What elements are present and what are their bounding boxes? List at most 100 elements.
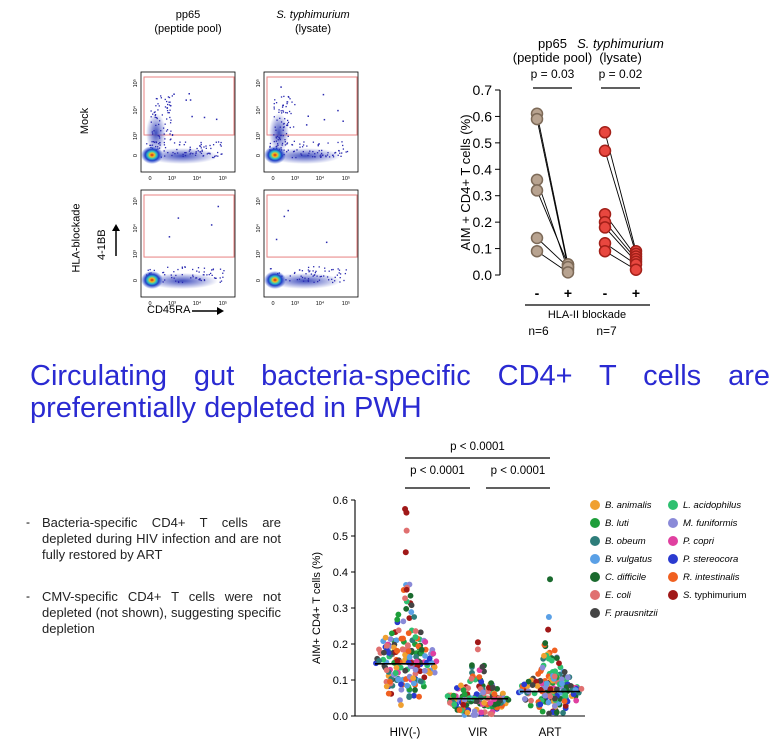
- flow-event: [320, 275, 323, 278]
- dot-point: [376, 657, 382, 664]
- flow-event: [309, 270, 311, 272]
- dot-point: [490, 684, 496, 691]
- dot-y-tick: 0.0: [333, 711, 348, 723]
- flow-event: [153, 130, 155, 132]
- flow-event: [339, 273, 342, 275]
- flow-event: [167, 112, 169, 114]
- flow-event: [164, 138, 166, 140]
- flow-event: [283, 95, 285, 98]
- dot-point: [521, 681, 528, 688]
- flow-plot-mock-pp65: 10⁵ 10⁴ 10³ 0 0 10³ 10⁴ 10⁵: [132, 71, 236, 182]
- flow-event: [209, 153, 211, 155]
- flow-event: [290, 112, 292, 115]
- flow-event: [192, 268, 194, 271]
- flow-y-tick: 10³: [256, 132, 262, 140]
- dot-point: [421, 667, 428, 674]
- flow-plot-mock-styph: 10⁵ 10⁴ 10³ 0 0 10³ 10⁴ 10⁵: [255, 71, 359, 182]
- flow-x-axis-label: CD45RA: [147, 304, 191, 316]
- paired-line: [604, 150, 637, 254]
- flow-density-core: [141, 271, 163, 289]
- dot-point: [539, 664, 546, 671]
- dot-point: [578, 685, 585, 692]
- paired-chart: 0.0 0.1 0.2 0.3 0.4 0.5 0.6 0.7 AIM + CD4+ T cel…: [458, 36, 664, 338]
- bullet-marker-2: -: [26, 589, 30, 603]
- dot-point: [398, 702, 404, 708]
- dot-point: [407, 592, 414, 599]
- flow-event: [325, 155, 327, 157]
- dot-point: [485, 684, 492, 691]
- flow-event: [302, 150, 304, 153]
- flow-event: [170, 274, 172, 276]
- dot-point: [393, 664, 400, 671]
- flow-event: [168, 101, 170, 103]
- dot-point: [559, 680, 565, 687]
- flow-event: [307, 279, 309, 282]
- flow-event: [282, 123, 285, 125]
- dot-point: [488, 680, 495, 687]
- flow-density-core: [264, 146, 286, 164]
- paired-point-minus: [530, 112, 544, 126]
- flow-event: [161, 114, 163, 116]
- flow-event: [280, 121, 283, 123]
- dot-point: [561, 668, 568, 675]
- flow-event: [170, 119, 172, 121]
- dot-point: [403, 586, 410, 593]
- flow-density-up: [146, 113, 166, 153]
- flow-event: [219, 144, 222, 146]
- dot-point: [404, 642, 411, 649]
- flow-event: [171, 154, 173, 157]
- flow-y-tick: 10⁴: [132, 223, 139, 232]
- legend-label: E. coli: [605, 589, 631, 601]
- flow-event: [178, 144, 181, 146]
- dot-point: [551, 647, 558, 654]
- paired-point-minus: [598, 144, 612, 158]
- flow-event: [279, 126, 281, 128]
- dot-point: [528, 697, 534, 704]
- dot-point: [545, 626, 552, 633]
- flow-event: [184, 141, 187, 143]
- flow-event: [146, 143, 148, 145]
- paired-point-minus: [598, 244, 612, 258]
- flow-event: [163, 133, 165, 135]
- flow-event: [341, 152, 343, 154]
- flow-event: [273, 140, 275, 143]
- bullet-text-1: Bacteria-specific CD4+ T cells are deple…: [42, 515, 281, 562]
- flow-event: [280, 96, 283, 98]
- dot-point: [476, 674, 483, 680]
- flow-x-tick: 10⁵: [219, 175, 227, 182]
- flow-event: [168, 96, 171, 99]
- dot-point: [405, 630, 412, 637]
- dot-point: [465, 685, 472, 692]
- legend-item: B. obeum: [590, 532, 668, 550]
- dot-point: [394, 658, 401, 664]
- flow-event: [157, 134, 159, 137]
- flow-event: [280, 134, 282, 136]
- flow-event: [332, 156, 335, 158]
- dot-point: [539, 708, 546, 715]
- flow-event: [307, 154, 309, 157]
- flow-event: [300, 153, 302, 155]
- dot-point: [460, 687, 467, 694]
- flow-event: [312, 150, 314, 153]
- flow-event: [160, 130, 162, 132]
- dot-point: [469, 662, 475, 669]
- dot-point: [552, 668, 559, 675]
- flow-event: [317, 280, 319, 283]
- dot-point: [474, 698, 480, 705]
- dot-point: [405, 648, 412, 655]
- flow-event: [181, 266, 183, 268]
- dot-point: [561, 698, 568, 705]
- dot-point: [398, 681, 404, 688]
- flow-event: [191, 115, 193, 118]
- dot-point: [394, 616, 401, 623]
- flow-event: [216, 151, 219, 154]
- flow-event: [289, 126, 291, 129]
- legend-swatch: [668, 536, 678, 546]
- flow-event: [314, 272, 317, 274]
- dot-point: [480, 689, 486, 696]
- dot-point: [553, 709, 560, 716]
- dot-point: [551, 703, 558, 709]
- flow-event: [195, 277, 197, 279]
- flow-event: [170, 130, 172, 132]
- flow-event: [326, 154, 329, 156]
